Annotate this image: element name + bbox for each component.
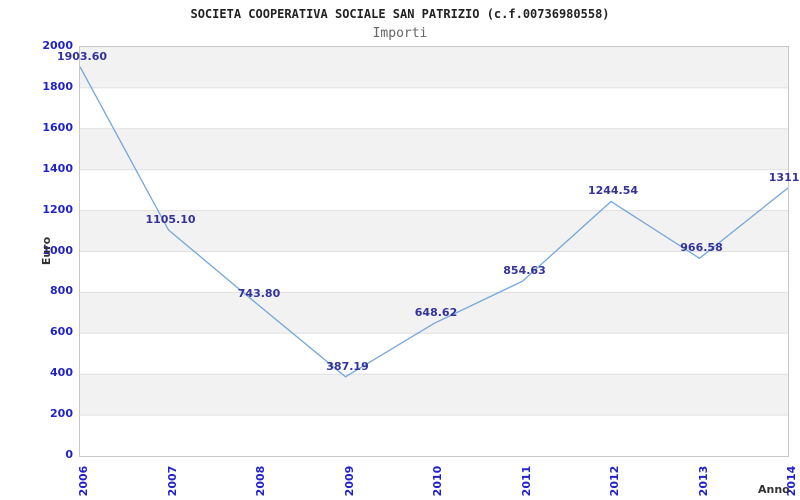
x-tick-label: 2011: [519, 465, 532, 497]
y-tick-label: 0: [65, 448, 73, 461]
x-axis-title: Anno: [758, 483, 790, 496]
data-line: [80, 66, 788, 378]
y-tick-label: 200: [50, 407, 73, 421]
y-tick-label: 1200: [42, 202, 73, 216]
grid-band: [80, 292, 788, 334]
chart-subtitle: Importi: [372, 26, 428, 41]
chart-title: SOCIETA COOPERATIVA SOCIALE SAN PATRIZIO…: [190, 7, 610, 21]
x-tick-label: 2013: [696, 465, 709, 497]
x-tick-label: 2007: [165, 465, 178, 497]
grid-band: [80, 128, 788, 170]
x-tick-label: 2006: [76, 465, 90, 497]
y-axis-title: Euro: [39, 236, 53, 266]
y-tick-label: 1800: [42, 79, 73, 93]
x-tick-label: 2008: [253, 465, 267, 497]
x-tick-label: 2012: [607, 465, 621, 497]
y-tick-label: 600: [50, 325, 73, 339]
grid-band: [80, 374, 788, 416]
grid-band: [80, 210, 788, 252]
y-tick-label: 800: [50, 284, 73, 298]
grid-band: [80, 47, 788, 88]
plot-area: [79, 46, 789, 457]
x-tick-label: 2010: [430, 465, 444, 497]
x-tick-label: 2009: [342, 465, 355, 497]
y-tick-label: 1400: [42, 161, 73, 175]
y-tick-label: 1600: [42, 120, 73, 134]
y-tick-label: 400: [50, 366, 73, 380]
line-chart-svg: [80, 47, 788, 416]
